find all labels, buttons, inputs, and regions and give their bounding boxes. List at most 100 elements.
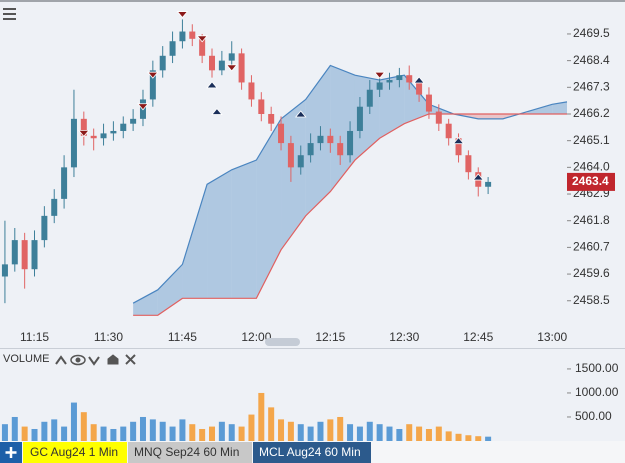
candle-body [297,155,304,168]
candle-body [268,113,275,124]
y-tick-label: 500.00 [575,409,612,423]
settings-icon[interactable] [107,354,119,365]
candle-body [425,94,432,112]
volume-bar [287,421,294,441]
add-tab-button[interactable] [0,442,22,463]
volume-bar [1,424,8,441]
candle-body [51,198,58,216]
volume-bar [139,416,146,441]
candle-body [307,143,314,156]
volume-bar [347,424,354,441]
signal-marker [211,107,223,115]
candle-body [199,38,206,56]
candle-body [317,135,324,144]
volume-bar [70,402,77,441]
candle-body [337,143,344,156]
move-up-icon[interactable] [55,355,67,365]
pane-tools [55,354,136,366]
y-tick-label: 2461.8 [573,213,610,227]
cloud-segment [404,75,429,124]
volume-bar [416,426,423,441]
volume-bar [268,407,275,441]
cloud-segment [379,75,405,139]
signal-marker [176,11,189,19]
move-down-icon[interactable] [88,356,100,366]
close-icon[interactable] [125,354,136,365]
signal-marker [146,71,159,79]
scrollbar-thumb[interactable] [265,338,300,346]
cloud-segment [354,75,380,161]
tab-label[interactable]: MNQ Sep24 60 Min [134,445,239,459]
candle-body [396,75,403,81]
signal-marker [413,76,425,84]
candle-body [376,82,383,90]
volume-bar [396,428,403,441]
candle-body [366,89,373,107]
volume-bar [386,426,393,441]
volume-bar [110,428,117,441]
y-tick-label: 2468.4 [573,53,610,67]
x-tick-label: 12:45 [463,330,493,344]
volume-bar [100,426,107,441]
cloud-segment [478,113,503,119]
cloud-segment [552,101,567,114]
cloud-segment [133,289,158,316]
candle-body [70,118,77,168]
signal-marker [472,173,485,181]
volume-bar [455,433,462,441]
volume-bar [425,428,432,441]
volume-bar [356,426,363,441]
candle-body [435,111,442,124]
candle-body [228,53,235,61]
tab-background[interactable] [23,442,127,463]
cloud-segment [330,65,355,192]
candle-body [90,135,97,139]
volume-bar [376,424,383,441]
price-plot: 2469.52468.42467.32466.22465.12464.02462… [1,11,615,344]
x-tick-label: 11:45 [168,330,197,344]
tab-background[interactable] [253,442,371,463]
volume-bar [475,436,482,441]
volume-bar [218,421,225,441]
candle-body [248,82,255,100]
y-tick-label: 2464.0 [573,160,610,174]
x-tick-label: 12:00 [241,330,271,344]
volume-bar [337,416,344,441]
candle-body [287,143,294,168]
candle-body [258,99,265,114]
candle-body [465,155,472,173]
candle-body [169,41,176,56]
volume-bar [228,424,235,441]
cloud-line [133,113,567,316]
candle-body [120,123,127,131]
volume-bar [80,412,87,441]
volume-bar [179,419,186,441]
volume-bar [199,428,206,441]
y-tick-label: 2459.6 [573,266,610,280]
volume-bar [485,436,492,441]
candle-body [445,123,452,139]
volume-label: VOLUME [3,353,49,365]
top-border [0,0,625,2]
candle-body [238,53,245,83]
volume-bar [209,426,216,441]
candle-body [80,118,87,136]
visibility-icon[interactable] [70,354,86,366]
volume-bar [130,421,137,441]
y-tick-label: 2469.5 [573,26,610,40]
volume-bar [435,426,442,441]
candle-body [21,240,28,270]
tab-background[interactable] [128,442,252,463]
y-tick-label: 2460.7 [573,240,610,254]
cloud-line [132,64,568,304]
menu-icon[interactable] [3,8,16,20]
candle-body [159,55,166,71]
tab-label[interactable]: MCL Aug24 60 Min [259,445,361,459]
candle-body [327,135,334,144]
signal-marker [225,64,238,72]
volume-bar [21,426,28,441]
candle-body [406,75,413,83]
tab-label[interactable]: GC Aug24 1 Min [30,445,118,459]
cloud-segment [207,169,232,299]
candle-body [189,31,196,39]
